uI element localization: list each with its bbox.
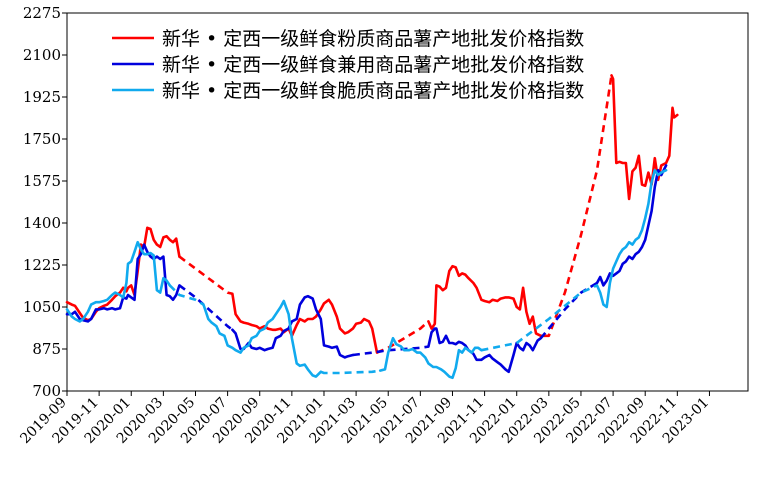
y-tick-label: 2275 — [23, 4, 61, 22]
series-line-3 — [320, 369, 381, 375]
series-line-3 — [168, 284, 205, 306]
series-line-3 — [65, 240, 172, 323]
series-line-1 — [427, 264, 546, 338]
y-tick-label: 700 — [32, 382, 61, 400]
y-tick-label: 1225 — [23, 256, 61, 274]
series-line-2 — [352, 345, 429, 357]
y-tick-label: 875 — [32, 340, 61, 358]
series-line-1 — [231, 292, 379, 354]
legend-label-2: 新华 • 定西一级鲜食兼用商品薯产地批发价格指数 — [162, 54, 584, 76]
series-line-2 — [539, 281, 598, 340]
y-tick-label: 2100 — [23, 46, 61, 64]
series-line-3 — [378, 336, 483, 380]
legend-label-1: 新华 • 定西一级鲜食粉质商品薯产地批发价格指数 — [162, 28, 584, 50]
y-tick-label: 1050 — [23, 298, 61, 316]
y-tick-label: 1400 — [23, 214, 61, 232]
series-line-2 — [178, 284, 234, 331]
y-tick-label: 1575 — [23, 172, 61, 190]
series-line-2 — [595, 164, 668, 287]
series-line-3 — [595, 168, 668, 309]
series-line-2 — [231, 294, 355, 359]
y-axis: 700 875 1050 1225 1400 1575 1750 1925 2100 2275 — [23, 4, 67, 400]
x-axis: 2019-092019-112020-012020-032020-052020-… — [17, 391, 712, 447]
series-line-1 — [178, 255, 233, 296]
series-line-1 — [610, 74, 679, 201]
y-tick-label: 1750 — [23, 130, 61, 148]
series-lines — [65, 74, 679, 380]
series-line-3 — [202, 299, 323, 378]
plot-frame — [66, 12, 749, 392]
legend-label-3: 新华 • 定西一级鲜食脆质商品薯产地批发价格指数 — [162, 80, 584, 102]
y-tick-label: 1925 — [23, 88, 61, 106]
series-line-1 — [376, 320, 430, 354]
series-line-2 — [427, 327, 543, 374]
series-line-2 — [65, 243, 181, 323]
series-line-3 — [481, 284, 598, 352]
series-line-1 — [544, 75, 613, 338]
series-line-1 — [65, 226, 181, 322]
